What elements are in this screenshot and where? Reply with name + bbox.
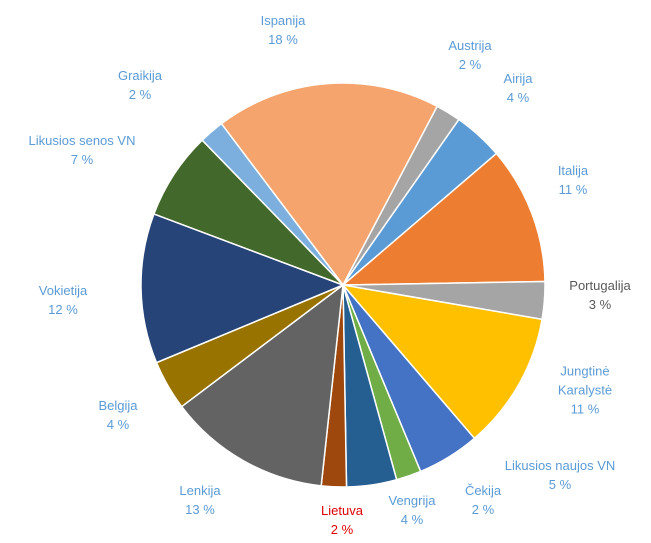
slice-name: Lenkija (179, 483, 221, 498)
slice-value: 4 % (400, 512, 424, 527)
slice-label: Likusios senos VN 7 % (27, 131, 137, 169)
slice-label: Portugalija 3 % (550, 276, 650, 314)
slice-value: 2 % (128, 87, 152, 102)
slice-value: 7 % (70, 152, 94, 167)
slice-name: Belgija (98, 398, 138, 413)
pie-slice (341, 283, 543, 440)
pie-slice (201, 122, 344, 286)
slice-label: Belgija 4 % (88, 396, 148, 434)
slice-name: Likusios senos VN (28, 133, 136, 148)
slice-label: Lenkija 13 % (170, 481, 230, 519)
pie-slice (220, 82, 439, 287)
slice-label: Airija 4 % (488, 69, 548, 107)
slice-name: Graikija (117, 68, 163, 83)
slice-name: Portugalija (569, 278, 631, 293)
slice-value: 2 % (458, 57, 482, 72)
slice-name: Airija (503, 71, 533, 86)
slice-value: 2 % (330, 522, 354, 537)
pie-slice (140, 212, 346, 364)
slice-label: Čekija 2 % (453, 481, 513, 519)
slice-label: Austrija 2 % (440, 36, 500, 74)
slice-label: Jungtinė Karalystė 11 % (540, 362, 630, 419)
slice-value: 4 % (106, 417, 130, 432)
slice-label: Vokietija 12 % (18, 281, 108, 319)
slice-name: Lietuva (321, 503, 363, 518)
slice-value: 5 % (548, 477, 572, 492)
slice-name: Austrija (448, 38, 492, 53)
slice-label: Lietuva 2 % (312, 501, 372, 539)
slice-name: Vengrija (388, 493, 436, 508)
slice-value: 11 % (558, 182, 588, 197)
slice-label: Graikija 2 % (105, 66, 175, 104)
slice-label: Italija 11 % (543, 161, 603, 199)
slice-value: 18 % (268, 32, 298, 47)
slice-label: Ispanija 18 % (238, 11, 328, 49)
slice-name: Ispanija (260, 13, 306, 28)
slice-name: Čekija (464, 483, 502, 498)
slice-name: Italija (557, 163, 589, 178)
slice-value: 3 % (588, 297, 612, 312)
slice-name: Vokietija (38, 283, 88, 298)
slice-name: Likusios naujos VN (504, 458, 616, 473)
slice-value: 13 % (185, 502, 215, 517)
slice-value: 2 % (471, 502, 495, 517)
slice-value: 4 % (506, 90, 530, 105)
slice-value: 11 % (570, 401, 600, 417)
pie-slice (180, 283, 344, 487)
pie-slice (340, 152, 546, 286)
slice-name: Jungtinė Karalystė (557, 363, 613, 398)
slice-value: 12 % (48, 302, 78, 317)
slice-label: Likusios naujos VN 5 % (490, 456, 630, 494)
slice-label: Vengrija 4 % (377, 491, 447, 529)
